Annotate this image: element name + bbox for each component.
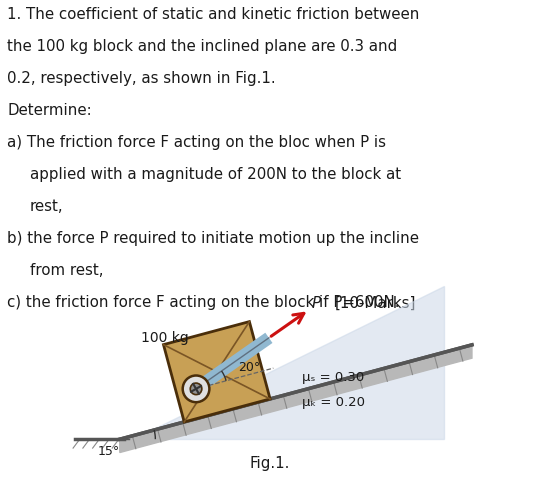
Polygon shape [120,345,472,453]
Text: 0.2, respectively, as shown in Fig.1.: 0.2, respectively, as shown in Fig.1. [7,71,275,86]
Text: from rest,: from rest, [30,263,103,278]
Circle shape [190,383,202,395]
Text: μₛ = 0.30: μₛ = 0.30 [302,371,364,384]
Text: P: P [312,295,321,311]
Text: Fig.1.: Fig.1. [250,456,290,471]
Text: 15°: 15° [98,445,120,458]
Polygon shape [164,322,270,422]
Text: c) the friction force F acting on the block if P=600N.: c) the friction force F acting on the bl… [7,295,400,310]
Polygon shape [133,286,444,439]
Text: [10-Marks]: [10-Marks] [335,295,416,310]
Text: the 100 kg block and the inclined plane are 0.3 and: the 100 kg block and the inclined plane … [7,39,397,54]
Text: 20°: 20° [238,361,261,374]
Text: rest,: rest, [30,199,63,214]
Text: μₖ = 0.20: μₖ = 0.20 [302,396,365,409]
Text: 100 kg: 100 kg [140,331,188,345]
Text: 1. The coefficient of static and kinetic friction between: 1. The coefficient of static and kinetic… [7,7,420,22]
Text: Determine:: Determine: [7,103,92,118]
Text: b) the force P required to initiate motion up the incline: b) the force P required to initiate moti… [7,231,419,246]
Text: a) The friction force F acting on the bloc when P is: a) The friction force F acting on the bl… [7,135,386,150]
Text: applied with a magnitude of 200N to the block at: applied with a magnitude of 200N to the … [30,167,401,182]
Circle shape [183,376,210,402]
